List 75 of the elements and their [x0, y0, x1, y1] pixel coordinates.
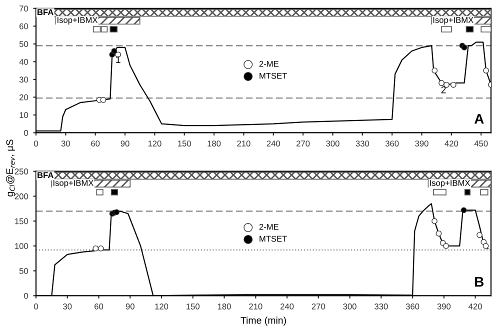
y-tick-label: 10	[20, 112, 28, 118]
band-label: BFA	[38, 9, 54, 15]
x-tick-label: 240	[280, 304, 294, 310]
y-tick-label: 30	[19, 76, 28, 83]
x-tick-label: 0	[34, 140, 38, 146]
x-tick-label: 240	[266, 140, 280, 146]
annotation: B	[475, 277, 484, 287]
point	[438, 80, 444, 86]
point	[460, 207, 467, 214]
y-tick-label: 50	[19, 268, 28, 274]
x-tick-label: 270	[312, 304, 326, 310]
legend-label: 2-ME	[259, 224, 279, 230]
x-tick-label: 60	[91, 140, 100, 146]
y-tick-label: 150	[15, 218, 28, 224]
point	[111, 48, 118, 54]
y-tick-label: 50	[19, 41, 28, 48]
x-tick-label: 420	[444, 140, 458, 146]
point	[92, 245, 99, 252]
x-tick-label: 300	[343, 304, 356, 310]
legend-label: MTSET	[260, 72, 288, 79]
x-tick-label: 300	[326, 140, 340, 146]
y-tick-label: 250	[14, 168, 28, 174]
x-tick-label: 120	[148, 140, 162, 146]
x-tick-label: 30	[61, 140, 70, 146]
point	[432, 68, 438, 74]
y-tick-label: 70	[20, 6, 28, 12]
x-tick-label: 360	[385, 140, 399, 146]
x-tick-label: 390	[437, 304, 451, 310]
y-tick-label: 200	[14, 193, 28, 200]
y-tick-label: 40	[19, 58, 28, 65]
point	[450, 82, 456, 88]
x-tick-label: 210	[249, 304, 262, 310]
x-tick-label: 330	[356, 140, 370, 146]
point	[476, 232, 482, 238]
x-tick-label: 90	[126, 304, 134, 310]
legend-label: 2-ME	[259, 60, 279, 67]
annotation: 1	[116, 56, 120, 64]
point	[100, 96, 106, 103]
point	[483, 68, 490, 74]
y-tick-label: 100	[15, 243, 28, 250]
band-label: Isop+IBMX	[54, 180, 94, 188]
x-tick-label: 0	[34, 304, 38, 310]
annotation: 2	[441, 86, 446, 94]
x-tick-label: 390	[415, 140, 428, 146]
point	[98, 245, 104, 252]
y-tick-label: 60	[20, 23, 28, 30]
x-tick-label: 150	[178, 140, 191, 146]
x-tick-label: 360	[406, 304, 420, 310]
x-tick-label: 30	[63, 304, 72, 310]
x-tick-label: 90	[120, 140, 130, 146]
y-tick-label: 20	[20, 94, 28, 100]
annotation: A	[474, 114, 484, 124]
band-label: Isop+IBMX	[58, 17, 98, 25]
y-axis-title: g$_{Cl}$@E$_{rev}$, μS	[6, 140, 16, 196]
point	[432, 218, 438, 224]
legend-label: MTSET	[260, 236, 288, 242]
x-tick-label: 60	[94, 304, 104, 310]
band-label: Isop+IBMX	[433, 17, 474, 25]
x-tick-label: 330	[374, 304, 388, 310]
point	[443, 243, 449, 249]
y-tick-label: 0	[24, 130, 28, 136]
x-axis-title: Time (min)	[240, 316, 286, 326]
x-tick-label: 180	[208, 140, 221, 146]
band-label: BFA	[38, 172, 54, 178]
x-tick-label: 150	[186, 304, 200, 310]
point	[436, 230, 442, 236]
x-tick-label: 210	[237, 140, 250, 146]
band-label: Isop+IBMX	[430, 180, 470, 188]
x-tick-label: 180	[218, 304, 231, 310]
x-tick-label: 270	[296, 140, 310, 146]
y-tick-label: 0	[24, 292, 28, 299]
x-tick-label: 420	[468, 304, 482, 310]
x-tick-label: 450	[474, 140, 488, 146]
point	[482, 243, 489, 249]
x-tick-label: 120	[155, 304, 168, 310]
